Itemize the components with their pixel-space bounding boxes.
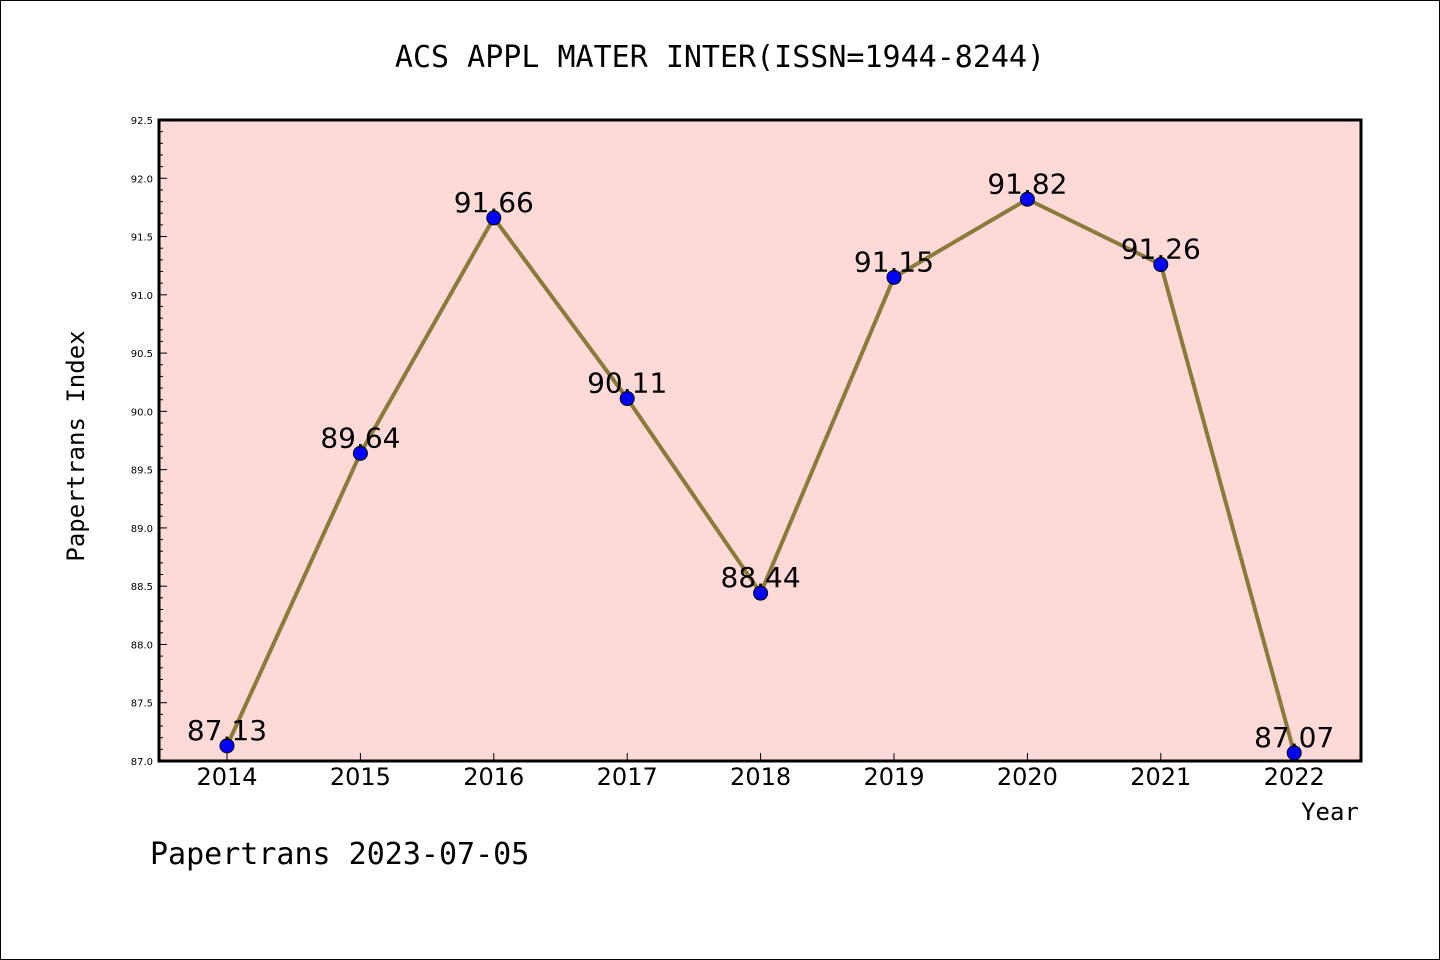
data-label-2019: 91.15 — [854, 245, 934, 278]
y-tick-label: 91.0 — [131, 291, 153, 302]
x-tick-label: 2021 — [1130, 763, 1191, 791]
y-tick-label: 91.5 — [131, 233, 153, 244]
data-point-2017 — [619, 391, 635, 407]
y-tick-label: 92.5 — [131, 116, 153, 127]
y-tick-label: 88.5 — [131, 582, 153, 593]
x-axis-label: Year — [1301, 798, 1359, 826]
y-tick-label: 87.0 — [131, 757, 153, 768]
data-label-2018: 88.44 — [721, 561, 801, 594]
y-tick-label: 89.0 — [131, 524, 153, 535]
data-label-2014: 87.13 — [187, 714, 267, 747]
data-label-2021: 91.26 — [1121, 233, 1201, 266]
data-point-2014 — [219, 738, 235, 754]
plot-border — [157, 118, 1363, 763]
y-tick-label: 87.5 — [131, 699, 153, 710]
data-point-2015 — [352, 445, 368, 461]
chart-title: ACS APPL MATER INTER(ISSN=1944-8244) — [395, 40, 1045, 75]
y-axis-label: Papertrans Index — [62, 330, 90, 561]
data-point-2016 — [486, 210, 502, 226]
footer-text: Papertrans 2023-07-05 — [150, 837, 529, 872]
y-tick-label: 88.0 — [131, 640, 153, 651]
x-axis: 2014 2015 2016 2017 2018 2019 2020 2021 2022 — [196, 753, 1325, 791]
x-tick-label: 2018 — [730, 763, 791, 791]
data-label-2017: 90.11 — [587, 367, 667, 400]
data-point-2018 — [753, 585, 769, 601]
x-tick-label: 2020 — [997, 763, 1058, 791]
x-tick-label: 2014 — [196, 763, 257, 791]
data-label-2022: 87.07 — [1254, 721, 1334, 754]
y-tick-label: 90.5 — [131, 349, 153, 360]
data-point-2021 — [1153, 257, 1169, 273]
x-tick-label: 2016 — [463, 763, 524, 791]
y-tick-label: 92.0 — [131, 174, 153, 185]
series — [219, 191, 1302, 761]
y-tick-label: 89.5 — [131, 466, 153, 477]
x-tick-label: 2015 — [330, 763, 391, 791]
data-label-2015: 89.64 — [320, 421, 400, 454]
data-point-2019 — [886, 269, 902, 285]
plot-area — [159, 120, 1361, 761]
data-label-2020: 91.82 — [987, 167, 1067, 200]
x-tick-label: 2022 — [1264, 763, 1325, 791]
y-tick-label: 90.0 — [131, 407, 153, 418]
data-label-2016: 91.66 — [454, 186, 534, 219]
data-labels: 87.13 89.64 91.66 90.11 88.44 91.15 91.82 91.26… — [187, 167, 1334, 754]
x-tick-label: 2019 — [863, 763, 924, 791]
x-tick-label: 2017 — [597, 763, 658, 791]
data-point-2020 — [1019, 191, 1035, 207]
